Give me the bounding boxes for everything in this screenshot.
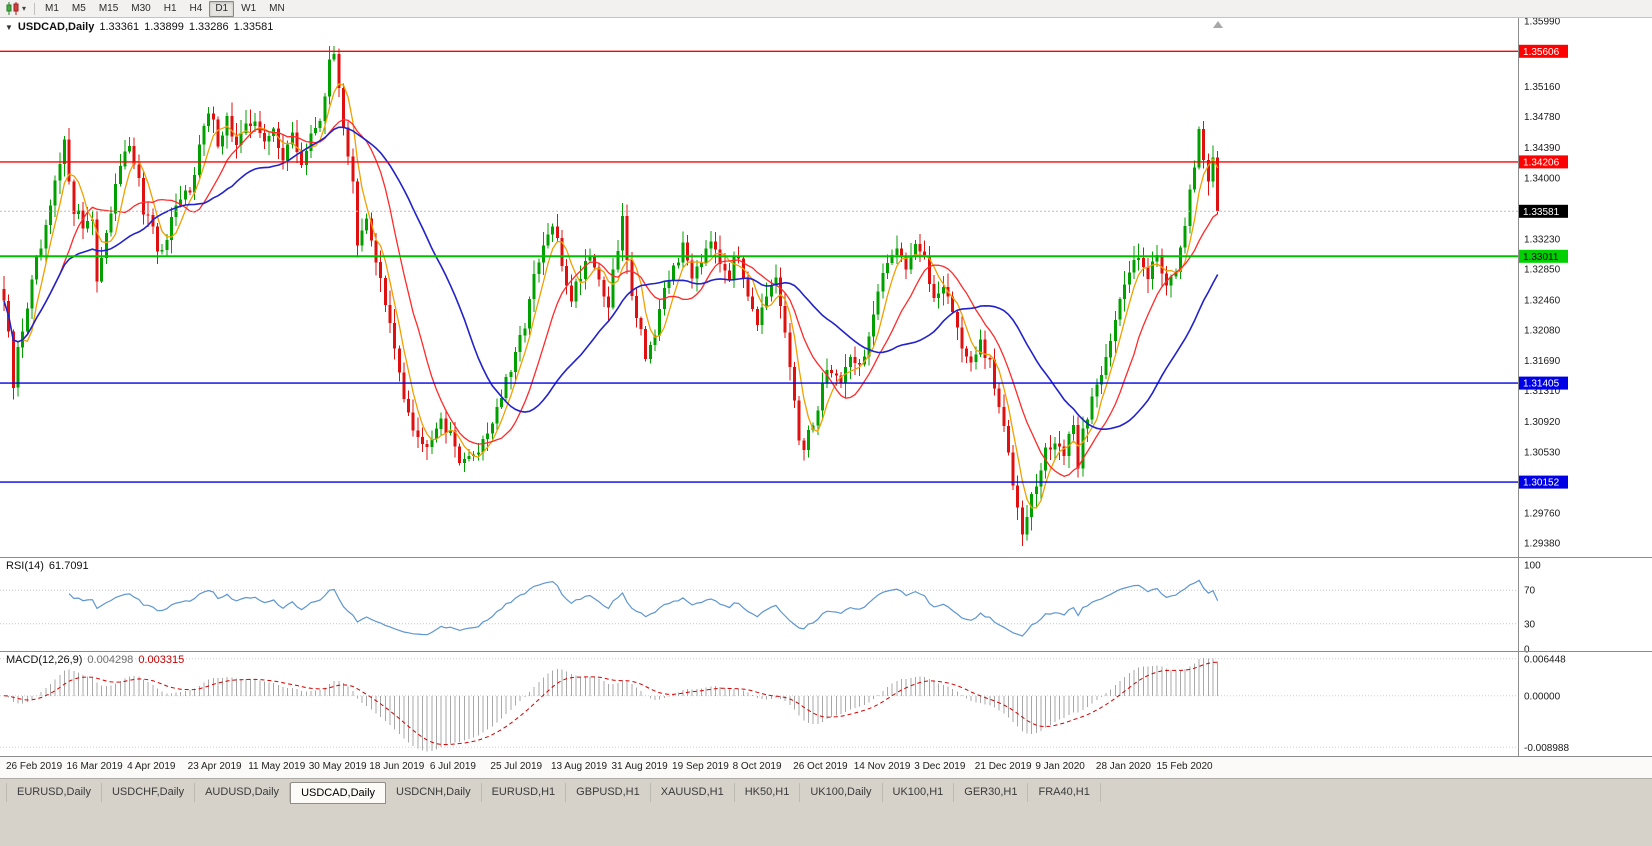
timeframe-button-h4[interactable]: H4 bbox=[189, 2, 203, 14]
svg-text:30: 30 bbox=[1524, 619, 1536, 630]
svg-text:100: 100 bbox=[1524, 561, 1541, 572]
date-tick-label: 25 Jul 2019 bbox=[490, 761, 543, 772]
chart-tab-uk100-daily[interactable]: UK100,Daily bbox=[800, 783, 883, 802]
date-tick-label: 21 Dec 2019 bbox=[974, 761, 1032, 772]
svg-text:1.32850: 1.32850 bbox=[1524, 265, 1561, 276]
chart-tab-eurusd-h1[interactable]: EURUSD,H1 bbox=[482, 783, 567, 802]
date-tick-label: 26 Feb 2019 bbox=[6, 761, 63, 772]
chart-tab-usdcad-daily[interactable]: USDCAD,Daily bbox=[290, 782, 387, 804]
macd-signal-value: 0.003315 bbox=[138, 654, 185, 666]
timeframe-toolbar: ▾ M1 M5 M15 M30 H1 H4 D1 W1 MN bbox=[0, 0, 1652, 18]
date-tick-label: 6 Jul 2019 bbox=[429, 761, 476, 772]
chart-title: ▼ USDCAD,Daily 1.33361 1.33899 1.33286 1… bbox=[5, 21, 273, 33]
rsi-value: 61.7091 bbox=[48, 560, 89, 572]
date-tick-label: 31 Aug 2019 bbox=[611, 761, 668, 772]
chart-area[interactable]: 1.35990 1.35160 1.34780 1.34390 1.34000 1.332… bbox=[0, 18, 1652, 778]
chart-symbol: USDCAD,Daily bbox=[17, 21, 95, 33]
chart-tab-hk50-h1[interactable]: HK50,H1 bbox=[735, 783, 801, 802]
svg-text:70: 70 bbox=[1524, 586, 1536, 597]
svg-text:1.30920: 1.30920 bbox=[1524, 417, 1561, 428]
svg-text:1.30152: 1.30152 bbox=[1523, 478, 1560, 489]
date-tick-label: 19 Sep 2019 bbox=[672, 761, 729, 772]
svg-text:1.35160: 1.35160 bbox=[1524, 82, 1561, 93]
chart-tab-audusd-daily[interactable]: AUDUSD,Daily bbox=[195, 783, 291, 802]
date-tick-label: 3 Dec 2019 bbox=[914, 761, 966, 772]
svg-text:1.34000: 1.34000 bbox=[1524, 174, 1561, 185]
chart-canvas[interactable]: 1.35990 1.35160 1.34780 1.34390 1.34000 1.332… bbox=[0, 18, 1652, 778]
timeframe-button-h1[interactable]: H1 bbox=[163, 2, 177, 14]
rsi-name: RSI(14) bbox=[6, 560, 44, 572]
chart-tab-bar: EURUSD,Daily USDCHF,Daily AUDUSD,Daily USDC… bbox=[0, 778, 1652, 846]
ohlc-low: 1.33286 bbox=[188, 21, 229, 33]
ohlc-close: 1.33581 bbox=[233, 21, 274, 33]
chart-tab-eurusd-daily[interactable]: EURUSD,Daily bbox=[6, 783, 102, 802]
date-axis[interactable]: 26 Feb 2019 16 Mar 2019 4 Apr 2019 23 Apr 2… bbox=[0, 756, 1652, 778]
ohlc-high: 1.33899 bbox=[144, 21, 184, 33]
collapse-icon[interactable]: ▼ bbox=[5, 22, 13, 32]
timeframe-button-m1[interactable]: M1 bbox=[45, 2, 59, 14]
chart-tab-gbpusd-h1[interactable]: GBPUSD,H1 bbox=[566, 783, 651, 802]
date-tick-label: 26 Oct 2019 bbox=[793, 761, 848, 772]
timeframe-buttons: M1 M5 M15 M30 H1 H4 D1 W1 MN bbox=[39, 0, 291, 17]
date-tick-label: 16 Mar 2019 bbox=[66, 761, 123, 772]
svg-text:1.32460: 1.32460 bbox=[1524, 295, 1561, 306]
svg-text:1.31690: 1.31690 bbox=[1524, 356, 1561, 367]
macd-name: MACD(12,26,9) bbox=[6, 654, 83, 666]
date-tick-label: 15 Feb 2020 bbox=[1156, 761, 1213, 772]
chart-tab-usdcnh-daily[interactable]: USDCNH,Daily bbox=[386, 783, 482, 802]
svg-text:1.35606: 1.35606 bbox=[1523, 47, 1560, 58]
chart-tab-fra40-h1[interactable]: FRA40,H1 bbox=[1028, 783, 1101, 802]
chart-tab-ger30-h1[interactable]: GER30,H1 bbox=[954, 783, 1029, 802]
svg-text:1.33011: 1.33011 bbox=[1523, 252, 1559, 263]
date-tick-label: 18 Jun 2019 bbox=[369, 761, 425, 772]
dropdown-caret-icon[interactable]: ▾ bbox=[22, 4, 27, 13]
svg-text:1.32080: 1.32080 bbox=[1524, 325, 1561, 336]
chart-tab-xauusd-h1[interactable]: XAUUSD,H1 bbox=[651, 783, 735, 802]
timeframe-button-d1[interactable]: D1 bbox=[209, 0, 235, 17]
timeframe-button-m30[interactable]: M30 bbox=[131, 2, 151, 14]
svg-text:1.31405: 1.31405 bbox=[1523, 379, 1560, 390]
macd-main-value: 0.004298 bbox=[87, 654, 134, 666]
ohlc-open: 1.33361 bbox=[99, 21, 140, 33]
date-tick-label: 11 May 2019 bbox=[248, 761, 306, 772]
timeframe-button-m5[interactable]: M5 bbox=[71, 2, 86, 14]
svg-text:1.35990: 1.35990 bbox=[1524, 18, 1561, 28]
date-tick-label: 13 Aug 2019 bbox=[550, 761, 608, 772]
svg-text:1.34206: 1.34206 bbox=[1523, 157, 1560, 168]
rsi-label: RSI(14) 61.7091 bbox=[6, 560, 89, 572]
macd-label: MACD(12,26,9) 0.004298 0.003315 bbox=[6, 654, 184, 666]
svg-text:0: 0 bbox=[1524, 645, 1530, 656]
svg-text:-0.008988: -0.008988 bbox=[1524, 743, 1569, 754]
timeframe-button-mn[interactable]: MN bbox=[269, 2, 285, 14]
toolbar-separator bbox=[34, 2, 36, 15]
svg-text:1.33581: 1.33581 bbox=[1523, 207, 1560, 218]
svg-text:0.006448: 0.006448 bbox=[1524, 654, 1566, 665]
svg-text:1.33230: 1.33230 bbox=[1524, 235, 1561, 246]
chart-tab-usdchf-daily[interactable]: USDCHF,Daily bbox=[102, 783, 196, 802]
svg-text:1.31310: 1.31310 bbox=[1524, 386, 1561, 397]
date-tick-label: 28 Jan 2020 bbox=[1095, 761, 1151, 772]
timeframe-button-m15[interactable]: M15 bbox=[98, 2, 119, 14]
svg-text:1.30530: 1.30530 bbox=[1524, 448, 1561, 459]
svg-text:1.34780: 1.34780 bbox=[1524, 112, 1561, 123]
svg-text:1.29380: 1.29380 bbox=[1524, 539, 1561, 550]
svg-text:1.34390: 1.34390 bbox=[1524, 143, 1561, 154]
date-tick-label: 9 Jan 2020 bbox=[1035, 761, 1085, 772]
date-tick-label: 14 Nov 2019 bbox=[853, 761, 911, 772]
chart-tab-uk100-h1[interactable]: UK100,H1 bbox=[883, 783, 955, 802]
date-tick-label: 8 Oct 2019 bbox=[732, 761, 782, 772]
date-tick-label: 23 Apr 2019 bbox=[187, 761, 242, 772]
date-tick-label: 4 Apr 2019 bbox=[127, 761, 176, 772]
svg-text:1.29760: 1.29760 bbox=[1524, 509, 1561, 520]
timeframe-button-w1[interactable]: W1 bbox=[241, 2, 257, 14]
date-tick-label: 30 May 2019 bbox=[308, 761, 367, 772]
candlestick-chart-icon[interactable] bbox=[5, 2, 21, 15]
svg-text:0.00000: 0.00000 bbox=[1524, 691, 1561, 702]
